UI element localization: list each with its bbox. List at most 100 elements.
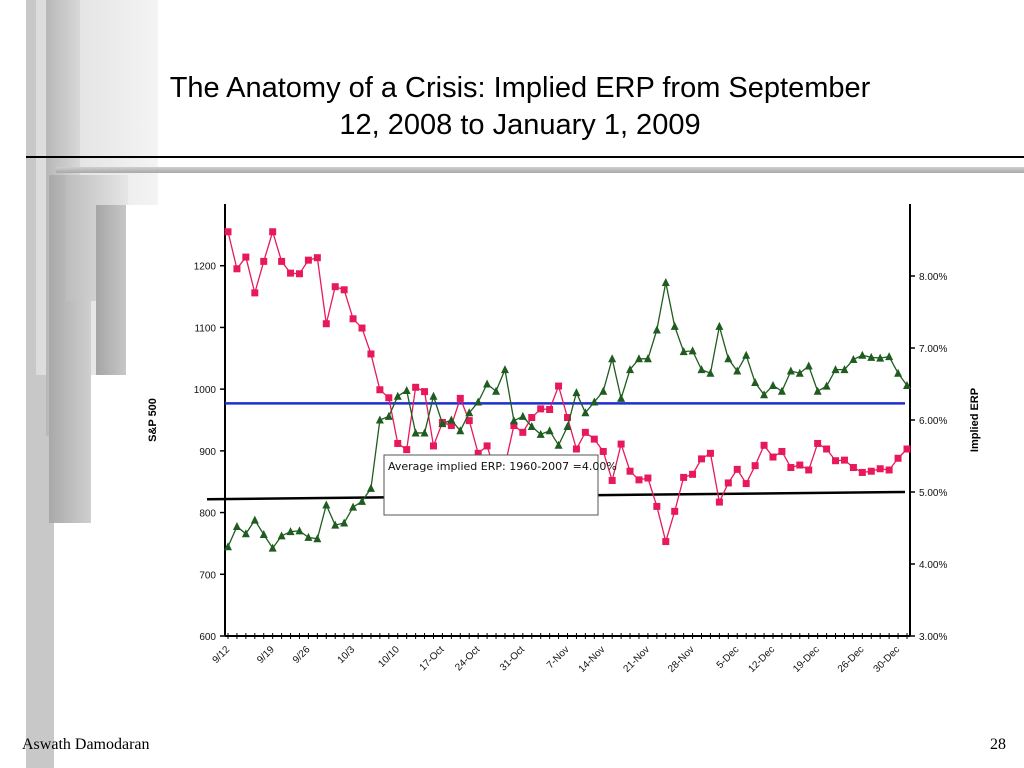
implied-erp-point <box>483 379 492 388</box>
implied-erp-point <box>277 531 286 540</box>
implied-erp-point <box>438 419 447 428</box>
implied-erp-point <box>259 529 268 538</box>
slide-title: The Anatomy of a Crisis: Implied ERP fro… <box>60 70 980 144</box>
implied-erp-point <box>268 543 277 552</box>
sp500-point <box>805 466 813 474</box>
sp500-point <box>840 456 848 464</box>
y-tick-label-left: 700 <box>199 570 216 581</box>
implied-erp-point <box>500 365 509 374</box>
sp500-point <box>724 479 732 487</box>
sp500-point <box>367 350 375 358</box>
title-divider <box>26 156 1024 158</box>
sp500-point <box>304 256 312 264</box>
sp500-point <box>644 474 652 482</box>
y-tick-label-right: 3.00% <box>919 632 947 643</box>
sp500-point <box>385 394 393 402</box>
sp500-point <box>689 470 697 478</box>
sp500-point <box>662 538 670 546</box>
implied-erp-point <box>563 421 572 430</box>
implied-erp-point <box>876 353 885 362</box>
sp500-point <box>715 498 723 506</box>
sp500-point <box>653 502 661 510</box>
sp500-point <box>528 414 536 422</box>
implied-erp-point <box>795 368 804 377</box>
sp500-point <box>358 324 366 332</box>
x-tick-label: 5-Dec <box>715 644 742 671</box>
erp-chart: 600 700 800 900 1000 1100 1200 3.00% 4.00% 5.00% 6… <box>147 204 981 675</box>
y-tick-label-left: 900 <box>199 447 216 458</box>
annotation-box <box>383 454 599 516</box>
implied-erp-point <box>340 518 349 527</box>
y-tick-label-left: 800 <box>199 509 216 520</box>
x-tick-label: 17-Oct <box>418 644 447 673</box>
y-tick-label-right: 7.00% <box>919 344 947 355</box>
sp500-point <box>626 467 634 475</box>
x-tick-label: 21-Nov <box>621 644 652 675</box>
sp500-point <box>590 435 598 443</box>
implied-erp-point <box>241 529 250 538</box>
sp500-point <box>680 473 688 481</box>
implied-erp-point <box>420 428 429 437</box>
footer-author: Aswath Damodaran <box>22 736 150 753</box>
sp500-point <box>546 406 554 414</box>
sp500-point <box>421 388 429 396</box>
sp500-point <box>331 283 339 291</box>
implied-erp-point <box>554 440 563 449</box>
sp500-point <box>760 441 768 449</box>
implied-erp-point <box>590 397 599 406</box>
implied-erp-point <box>903 380 911 389</box>
sp500-point <box>769 453 777 461</box>
implied-erp-point <box>733 366 742 375</box>
implied-erp-point <box>545 426 554 435</box>
implied-erp-point <box>643 354 652 363</box>
implied-erp-point <box>840 365 849 374</box>
sp500-point <box>876 465 884 473</box>
implied-erp-point <box>849 355 858 364</box>
page-number: 28 <box>990 736 1006 753</box>
sp500-point <box>742 480 750 488</box>
sp500-point <box>519 428 527 436</box>
implied-erp-point <box>661 277 670 286</box>
implied-erp-point <box>768 380 777 389</box>
x-tick-label: 9/19 <box>255 644 277 666</box>
implied-erp-point <box>572 388 581 397</box>
sp500-point <box>224 228 232 236</box>
sp500-point <box>322 320 330 328</box>
implied-erp-point <box>697 365 706 374</box>
y-tick-label-right: 5.00% <box>919 488 947 499</box>
implied-erp-point <box>885 352 894 361</box>
sp500-point <box>733 465 741 473</box>
implied-erp-point <box>670 321 679 330</box>
y-tick-label-left: 600 <box>199 632 216 643</box>
implied-erp-point <box>751 378 760 387</box>
sp500-point <box>260 257 268 265</box>
sp500-point <box>483 442 491 450</box>
y-tick-label-left: 1200 <box>194 262 217 273</box>
y-tick-label-right: 4.00% <box>919 560 947 571</box>
x-tick-label: 9/26 <box>291 644 313 666</box>
sp500-point <box>349 315 357 323</box>
sp500-point <box>233 265 241 273</box>
sp500-point <box>474 449 482 457</box>
y-tick-label-left: 1000 <box>194 385 217 396</box>
implied-erp-point <box>465 408 474 417</box>
sp500-point <box>787 464 795 472</box>
x-tick-label: 24-Oct <box>453 644 482 673</box>
sp500-point <box>671 507 679 515</box>
sp500-point <box>903 445 911 453</box>
implied-erp-point <box>322 500 331 509</box>
sp500-point <box>456 394 464 402</box>
implied-erp-point <box>858 350 867 359</box>
implied-erp-point <box>331 520 340 529</box>
sp500-point <box>287 269 295 277</box>
sp500-point <box>858 468 866 476</box>
implied-erp-point <box>393 391 402 400</box>
y-tick-label-right: 6.00% <box>919 416 947 427</box>
implied-erp-point <box>527 421 536 430</box>
y-tick-label-left: 1100 <box>194 323 216 334</box>
implied-erp-point <box>760 390 769 399</box>
sp500-point <box>447 422 455 430</box>
slide-title-line2: 12, 2008 to January 1, 2009 <box>339 109 701 141</box>
x-tick-label: 14-Nov <box>577 644 608 675</box>
implied-erp-point <box>706 368 715 377</box>
